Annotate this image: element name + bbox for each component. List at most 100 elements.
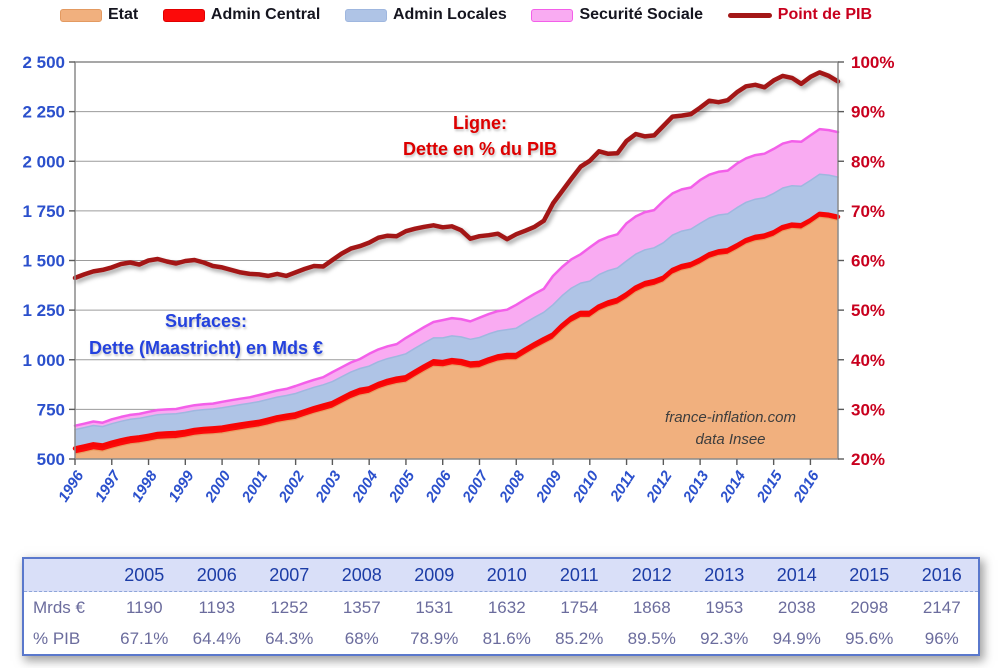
x-axis-label: 2011	[607, 468, 639, 505]
pib-line	[72, 70, 841, 281]
table-cell: 67.1%	[120, 628, 169, 648]
right-axis-label: 90%	[851, 103, 885, 122]
left-axis-label: 2 250	[22, 103, 65, 122]
area-etat	[75, 217, 838, 459]
table-year-header: 2008	[341, 564, 382, 585]
table-cell: 68%	[344, 628, 379, 648]
right-axis-label: 70%	[851, 202, 885, 221]
table-year-header: 2005	[124, 564, 165, 585]
table-year-header: 2015	[849, 564, 890, 585]
table-cell: 89.5%	[627, 628, 676, 648]
left-axis-label: 750	[37, 400, 65, 419]
x-axis-label: 2007	[459, 467, 492, 506]
table-cell: 96%	[924, 628, 959, 648]
table-cell: 1190	[125, 597, 163, 617]
x-axis-label: 2002	[275, 467, 308, 506]
debt-table: 2005 2006 2007 2008 2009 2010 2011 2012 2013 2014…	[22, 557, 980, 656]
legend-item-admin-locales: Admin Locales	[344, 6, 507, 24]
table-year-header: 2007	[269, 564, 310, 585]
legend-item-point-de-pib: Point de PIB	[727, 6, 872, 24]
legend-swatch-icon	[162, 8, 205, 22]
legend-label: Etat	[108, 6, 139, 23]
table-year-header: 2010	[486, 564, 527, 585]
surface-annotation: Surfaces: Dette (Maastricht) en Mds €	[38, 308, 374, 362]
line-annotation: Ligne: Dette en % du PIB	[330, 110, 630, 162]
chart-legend: Etat Admin Central Admin Locales Securité S…	[60, 6, 872, 24]
table-corner-cell	[24, 559, 108, 591]
watermark-source: data Insee	[695, 431, 766, 448]
left-axis-label: 500	[37, 450, 65, 469]
table-header-row: 2005 2006 2007 2008 2009 2010 2011 2012 2013 2014…	[24, 559, 978, 592]
table-cell: 64.3%	[265, 628, 314, 648]
table-cell: 78.9%	[410, 628, 459, 648]
legend-swatch-icon	[344, 8, 387, 22]
table-cell: 2098	[850, 597, 889, 617]
area-edge-etat	[74, 216, 839, 455]
left-axis-label: 1 000	[22, 351, 65, 370]
legend-swatch-icon	[727, 12, 772, 18]
x-axis-label: 2003	[312, 467, 345, 506]
right-axis-label: 60%	[851, 252, 885, 271]
left-axis-label: 1 500	[22, 252, 65, 271]
legend-swatch-icon	[60, 8, 102, 22]
legend-label: Point de PIB	[777, 6, 872, 23]
x-axis-label: 1999	[165, 467, 198, 505]
table-cell: 1632	[487, 597, 526, 617]
table-year-header: 2011	[559, 564, 599, 585]
watermark: france-inflation.com data Insee	[628, 407, 833, 451]
table-cell: 1953	[705, 597, 744, 617]
table-cell: 1357	[342, 597, 381, 617]
table-cell: 1252	[270, 597, 309, 617]
left-axis-label: 1 250	[22, 301, 65, 320]
table-row: Mrds € 1190 1193 1252 1357 1531 1632 1754 1868 19…	[24, 592, 978, 623]
table-cell: 85.2%	[555, 628, 604, 648]
left-axis-label: 2 500	[22, 53, 65, 72]
legend-label: Admin Locales	[392, 6, 507, 23]
area-edge-securit-sociale	[73, 127, 840, 427]
x-axis-label: 2014	[716, 467, 749, 506]
table-cell: 2147	[922, 597, 961, 617]
right-axis-label: 40%	[851, 351, 885, 370]
x-axis-label: 2006	[422, 467, 455, 506]
debt-chart: 2 500 2 250 2 000 1 750 1 500 1 250 1 000 750 50…	[22, 53, 894, 506]
right-axis-label: 80%	[851, 152, 885, 171]
table-cell: 94.9%	[772, 628, 821, 648]
table-year-header: 2016	[921, 564, 962, 585]
right-axis-label: 30%	[851, 400, 885, 419]
legend-item-securit-sociale: Securité Sociale	[531, 6, 703, 24]
x-axis-label: 2012	[643, 467, 676, 506]
x-axis-label: 2010	[569, 467, 602, 506]
legend-swatch-icon	[531, 8, 574, 22]
table-cell: 1868	[632, 597, 671, 617]
table-cell: 1531	[415, 597, 454, 617]
legend-label: Admin Central	[210, 6, 321, 23]
x-axis-label: 2004	[349, 467, 382, 506]
table-year-header: 2013	[704, 564, 745, 585]
table-cell: 1754	[560, 597, 599, 617]
table-cell: 92.3%	[700, 628, 749, 648]
table-cell: 95.6%	[845, 628, 894, 648]
surface-annotation-text: Dette (Maastricht) en Mds €	[88, 338, 324, 358]
table-cell: 64.4%	[192, 628, 241, 648]
table-year-header: 2009	[414, 564, 455, 585]
table-cell: 1193	[198, 597, 236, 617]
x-axis-label: 2008	[496, 467, 529, 506]
surface-annotation-title: Surfaces:	[164, 311, 248, 331]
right-axis-label: 20%	[851, 450, 885, 469]
line-annotation-text: Dette en % du PIB	[402, 139, 558, 159]
legend-item-admin-central: Admin Central	[162, 6, 321, 24]
table-cell: 2038	[777, 597, 816, 617]
x-axis-label: 2009	[532, 467, 565, 506]
area-edge-admin-locales	[74, 173, 839, 431]
area-edge-admin-central	[72, 211, 841, 451]
legend-item-etat: Etat	[60, 6, 138, 24]
table-year-header: 2012	[631, 564, 672, 585]
x-axis-label: 2001	[238, 468, 271, 506]
x-axis-label: 2015	[753, 467, 786, 506]
table-row-label: Mrds €	[33, 597, 85, 617]
table-cell: 81.6%	[482, 628, 531, 648]
x-axis-label: 1996	[55, 467, 88, 505]
right-axis-label: 100%	[851, 53, 894, 72]
table-year-header: 2014	[776, 564, 817, 585]
line-annotation-title: Ligne:	[453, 113, 507, 133]
